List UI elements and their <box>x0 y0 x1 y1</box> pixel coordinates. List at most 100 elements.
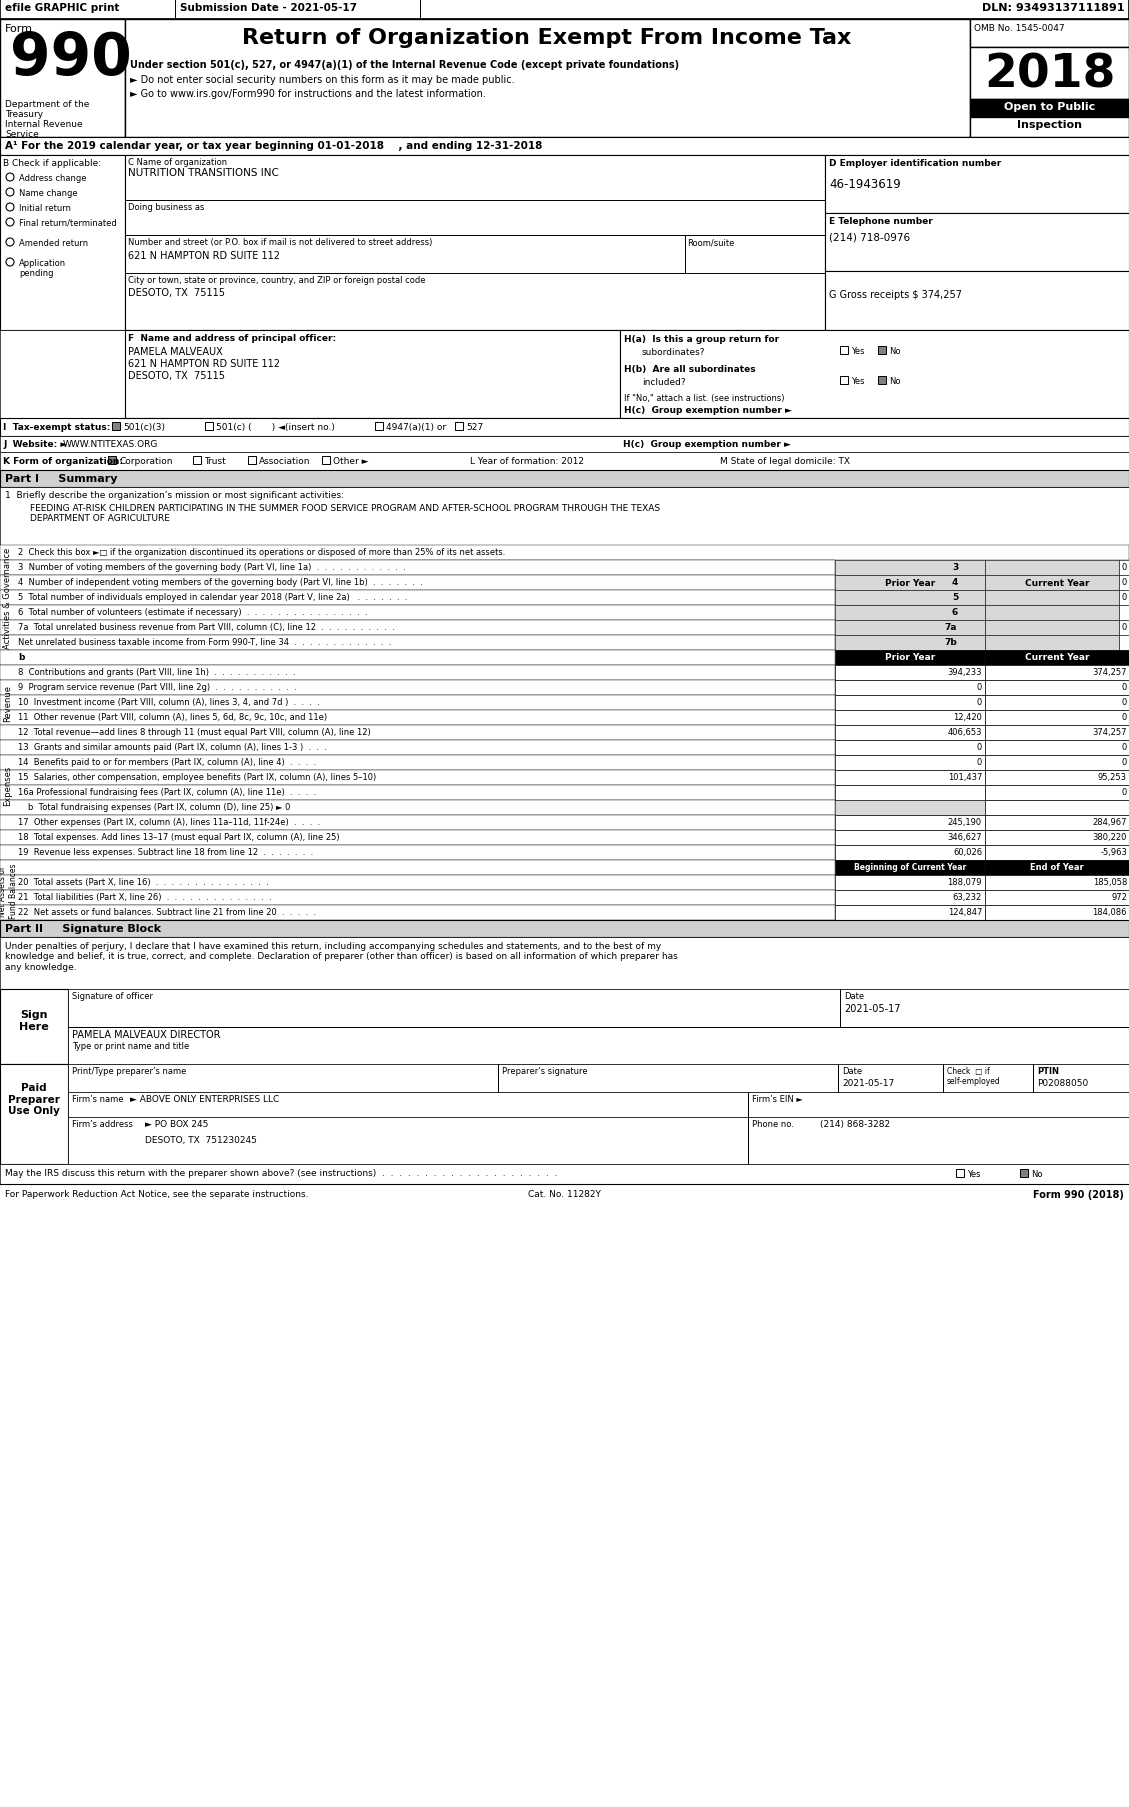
Text: F  Name and address of principal officer:: F Name and address of principal officer: <box>128 334 336 343</box>
Bar <box>0 1064 68 1164</box>
Text: 621 N HAMPTON RD SUITE 112: 621 N HAMPTON RD SUITE 112 <box>128 251 280 260</box>
Text: Application
pending: Application pending <box>19 258 67 278</box>
Text: 2  Check this box ►□ if the organization discontinued its operations or disposed: 2 Check this box ►□ if the organization … <box>18 548 506 557</box>
Bar <box>835 905 984 920</box>
Bar <box>1119 576 1129 591</box>
Bar <box>125 331 620 419</box>
Text: Expenses: Expenses <box>3 766 12 806</box>
Text: Address change: Address change <box>19 173 87 183</box>
Bar <box>835 665 984 681</box>
Text: Internal Revenue: Internal Revenue <box>5 119 82 128</box>
Text: Initial return: Initial return <box>19 204 71 213</box>
Text: 501(c) (       ) ◄(insert no.): 501(c) ( ) ◄(insert no.) <box>216 423 335 432</box>
Text: E Telephone number: E Telephone number <box>829 217 933 226</box>
Text: Cat. No. 11282Y: Cat. No. 11282Y <box>527 1189 601 1198</box>
Bar <box>984 696 1129 710</box>
Text: Under penalties of perjury, I declare that I have examined this return, includin: Under penalties of perjury, I declare th… <box>5 941 677 972</box>
Bar <box>375 423 383 430</box>
Bar <box>0 891 835 905</box>
Bar <box>835 891 984 905</box>
Bar <box>0 755 835 770</box>
Bar <box>835 560 984 651</box>
Text: End of Year: End of Year <box>1030 862 1084 871</box>
Bar <box>0 665 835 681</box>
Bar <box>984 710 1129 726</box>
Bar <box>984 905 1129 920</box>
Text: DLN: 93493137111891: DLN: 93493137111891 <box>981 4 1124 13</box>
Bar <box>0 155 125 331</box>
Text: 17  Other expenses (Part IX, column (A), lines 11a–11d, 11f-24e)  .  .  .  .: 17 Other expenses (Part IX, column (A), … <box>18 817 321 826</box>
Text: Net unrelated business taxable income from Form 990-T, line 34  .  .  .  .  .  .: Net unrelated business taxable income fr… <box>18 638 392 647</box>
Text: Part II     Signature Block: Part II Signature Block <box>5 923 161 934</box>
Text: Date: Date <box>842 1066 863 1075</box>
Text: City or town, state or province, country, and ZIP or foreign postal code: City or town, state or province, country… <box>128 276 426 286</box>
Text: 19  Revenue less expenses. Subtract line 18 from line 12  .  .  .  .  .  .  .: 19 Revenue less expenses. Subtract line … <box>18 847 313 857</box>
Bar <box>0 331 125 419</box>
Bar <box>835 636 984 651</box>
Text: Amended return: Amended return <box>19 239 88 248</box>
Bar <box>0 920 1129 938</box>
Text: H(c)  Group exemption number ►: H(c) Group exemption number ► <box>623 439 791 448</box>
Bar <box>0 437 1129 454</box>
Text: Paid
Preparer
Use Only: Paid Preparer Use Only <box>8 1082 60 1115</box>
Text: Room/suite: Room/suite <box>688 239 734 248</box>
Text: Prior Year: Prior Year <box>885 578 935 587</box>
Text: 0: 0 <box>1122 578 1127 587</box>
Bar <box>68 1064 498 1093</box>
Text: 501(c)(3): 501(c)(3) <box>123 423 165 432</box>
Text: 0: 0 <box>977 757 982 766</box>
Text: 7a: 7a <box>944 623 956 632</box>
Bar <box>835 726 984 741</box>
Bar <box>956 1169 964 1178</box>
Bar <box>878 378 886 385</box>
Bar <box>984 681 1129 696</box>
Text: Service: Service <box>5 130 38 139</box>
Text: Trust: Trust <box>204 457 226 466</box>
Text: 15  Salaries, other compensation, employee benefits (Part IX, column (A), lines : 15 Salaries, other compensation, employe… <box>18 773 376 782</box>
Text: Type or print name and title: Type or print name and title <box>72 1041 190 1050</box>
Text: K Form of organization:: K Form of organization: <box>3 457 123 466</box>
Text: 7b: 7b <box>944 638 956 647</box>
Bar <box>0 0 1129 20</box>
Text: PAMELA MALVEAUX DIRECTOR: PAMELA MALVEAUX DIRECTOR <box>72 1030 220 1039</box>
Text: Print/Type preparer’s name: Print/Type preparer’s name <box>72 1066 186 1075</box>
Bar <box>835 576 984 591</box>
Text: Form: Form <box>5 23 33 34</box>
Text: ► ABOVE ONLY ENTERPRISES LLC: ► ABOVE ONLY ENTERPRISES LLC <box>130 1095 279 1104</box>
Text: Current Year: Current Year <box>1025 652 1089 661</box>
Bar <box>1019 1169 1029 1178</box>
Text: 406,653: 406,653 <box>947 728 982 737</box>
Text: Current Year: Current Year <box>1025 578 1089 587</box>
Text: PAMELA MALVEAUX: PAMELA MALVEAUX <box>128 347 222 356</box>
Text: 2021-05-17: 2021-05-17 <box>844 1003 901 1014</box>
Bar <box>835 831 984 846</box>
Text: 0: 0 <box>1122 743 1127 752</box>
Bar <box>835 681 984 696</box>
Text: Yes: Yes <box>851 378 865 385</box>
Bar <box>0 591 835 605</box>
Text: 0: 0 <box>1122 712 1127 721</box>
Bar <box>0 860 835 876</box>
Bar <box>0 620 835 636</box>
Bar <box>0 831 835 846</box>
Text: Corporation: Corporation <box>119 457 173 466</box>
Text: G Gross receipts $ 374,257: G Gross receipts $ 374,257 <box>829 289 962 300</box>
Text: 0: 0 <box>1122 698 1127 707</box>
Bar <box>0 576 835 591</box>
Text: Sign
Here: Sign Here <box>19 1010 49 1032</box>
Bar <box>68 1028 1129 1064</box>
Text: Revenue: Revenue <box>3 685 12 721</box>
Text: 0: 0 <box>1122 623 1127 632</box>
Bar <box>825 155 1129 213</box>
Bar <box>835 801 984 815</box>
Text: B Check if applicable:: B Check if applicable: <box>3 159 102 168</box>
Bar <box>840 347 848 354</box>
Text: No: No <box>889 378 901 385</box>
Text: DESOTO, TX  75115: DESOTO, TX 75115 <box>128 370 225 381</box>
Text: ► Do not enter social security numbers on this form as it may be made public.: ► Do not enter social security numbers o… <box>130 74 515 85</box>
Text: DESOTO, TX  75115: DESOTO, TX 75115 <box>128 287 225 298</box>
Bar <box>0 454 1129 472</box>
Bar <box>1119 620 1129 636</box>
Bar <box>984 755 1129 770</box>
Bar <box>0 726 835 741</box>
